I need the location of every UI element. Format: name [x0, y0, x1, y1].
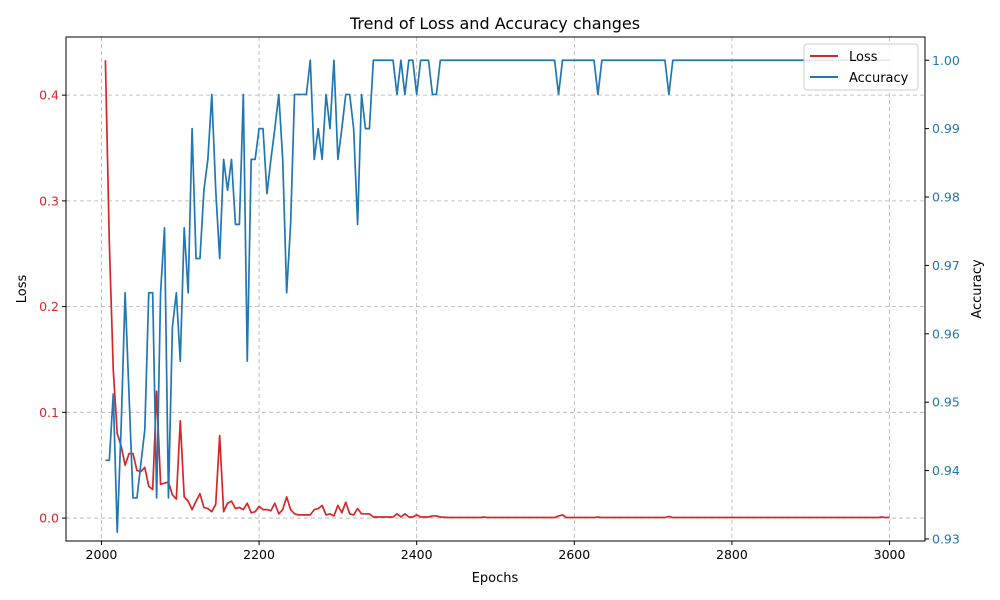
x-axis-title: Epochs	[472, 571, 519, 586]
y-right-tick-label: 0.96	[932, 326, 960, 341]
y-axis-right-title: Accuracy	[970, 259, 985, 319]
y-right-tick-label: 0.97	[932, 258, 960, 273]
y-right-tick-label: 0.93	[932, 531, 960, 546]
x-axis: 2000 2200 2400 2600 2800 3000	[86, 541, 906, 562]
y-right-tick-label: 0.98	[932, 190, 960, 205]
y-left-tick-label: 0.2	[39, 299, 59, 314]
y-axis-left: 0.0 0.1 0.2 0.3 0.4	[39, 88, 66, 526]
y-left-tick-label: 0.3	[39, 193, 59, 208]
y-right-tick-label: 1.00	[932, 53, 960, 68]
y-left-tick-label: 0.4	[39, 88, 59, 103]
y-right-tick-label: 0.94	[932, 463, 960, 478]
plot-frame	[65, 36, 926, 542]
y-axis-left-title: Loss	[15, 275, 30, 304]
legend-label-loss: Loss	[849, 50, 878, 65]
y-left-tick-label: 0.0	[39, 511, 59, 526]
x-tick-label: 2200	[243, 547, 275, 562]
y-left-tick-label: 0.1	[39, 405, 59, 420]
series-line-accuracy	[105, 59, 890, 533]
legend-label-accuracy: Accuracy	[849, 71, 909, 86]
y-right-tick-label: 0.95	[932, 395, 960, 410]
legend: Loss Accuracy	[803, 43, 919, 91]
chart-title: Trend of Loss and Accuracy changes	[349, 14, 640, 33]
x-tick-label: 2600	[558, 547, 590, 562]
x-tick-label: 2800	[716, 547, 748, 562]
y-right-tick-label: 0.99	[932, 121, 960, 136]
x-tick-label: 2400	[401, 547, 433, 562]
x-tick-label: 2000	[86, 547, 118, 562]
x-tick-label: 3000	[874, 547, 906, 562]
series-line-loss	[104, 60, 890, 519]
y-axis-right: 0.93 0.94 0.95 0.96 0.97 0.98 0.99 1.00	[925, 53, 960, 546]
series-layer	[104, 59, 890, 533]
